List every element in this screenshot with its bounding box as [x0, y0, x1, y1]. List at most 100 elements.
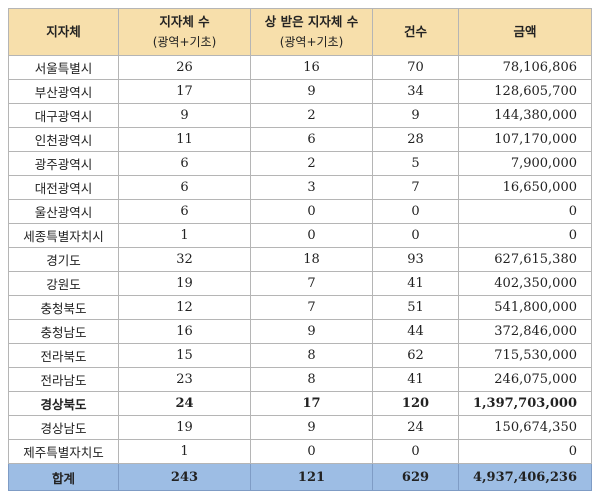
cell-amount: 107,170,000 — [458, 127, 592, 152]
table-row: 대전광역시 6 3 7 16,650,000 — [8, 175, 592, 200]
total-cases: 629 — [372, 463, 459, 491]
cell-cases: 51 — [372, 295, 459, 320]
cell-region: 울산광역시 — [8, 199, 119, 224]
cell-cases: 41 — [372, 271, 459, 296]
cell-awarded: 9 — [250, 319, 373, 344]
cell-region: 충청남도 — [8, 319, 119, 344]
cell-count: 32 — [118, 247, 251, 272]
cell-count: 6 — [118, 151, 251, 176]
header-count-sub: (광역+기초) — [152, 35, 217, 49]
cell-cases: 5 — [372, 151, 459, 176]
cell-cases: 0 — [372, 439, 459, 464]
cell-amount: 144,380,000 — [458, 103, 592, 128]
table-row: 제주특별자치도 1 0 0 0 — [8, 439, 592, 464]
table-row: 전라북도 15 8 62 715,530,000 — [8, 343, 592, 368]
table-row: 전라남도 23 8 41 246,075,000 — [8, 367, 592, 392]
cell-count: 12 — [118, 295, 251, 320]
header-count: 지자체 수 (광역+기초) — [118, 8, 251, 56]
table-row: 부산광역시 17 9 34 128,605,700 — [8, 79, 592, 104]
header-awarded-sub: (광역+기초) — [279, 35, 344, 49]
cell-amount: 16,650,000 — [458, 175, 592, 200]
cell-awarded: 0 — [250, 199, 373, 224]
cell-cases: 34 — [372, 79, 459, 104]
total-amount: 4,937,406,236 — [458, 463, 592, 491]
cell-cases: 93 — [372, 247, 459, 272]
total-label: 합계 — [8, 463, 119, 491]
cell-cases: 24 — [372, 415, 459, 440]
cell-cases: 62 — [372, 343, 459, 368]
cell-cases: 7 — [372, 175, 459, 200]
cell-cases: 70 — [372, 55, 459, 80]
cell-amount: 715,530,000 — [458, 343, 592, 368]
cell-count: 6 — [118, 199, 251, 224]
table-row: 경기도 32 18 93 627,615,380 — [8, 247, 592, 272]
cell-amount: 1,397,703,000 — [458, 391, 592, 416]
header-awarded-label: 상 받은 지자체 수 — [264, 14, 359, 29]
table-row: 경상남도 19 9 24 150,674,350 — [8, 415, 592, 440]
cell-awarded: 0 — [250, 439, 373, 464]
total-row: 합계 243 121 629 4,937,406,236 — [8, 463, 592, 491]
cell-awarded: 7 — [250, 271, 373, 296]
cell-amount: 0 — [458, 199, 592, 224]
cell-count: 9 — [118, 103, 251, 128]
cell-count: 26 — [118, 55, 251, 80]
cell-amount: 7,900,000 — [458, 151, 592, 176]
header-row: 지자체 지자체 수 (광역+기초) 상 받은 지자체 수 (광역+기초) 건수 금액 — [8, 8, 592, 56]
cell-region: 경상남도 — [8, 415, 119, 440]
cell-cases: 0 — [372, 199, 459, 224]
cell-amount: 541,800,000 — [458, 295, 592, 320]
cell-amount: 627,615,380 — [458, 247, 592, 272]
cell-amount: 128,605,700 — [458, 79, 592, 104]
cell-amount: 372,846,000 — [458, 319, 592, 344]
cell-awarded: 18 — [250, 247, 373, 272]
table-row: 서울특별시 26 16 70 78,106,806 — [8, 55, 592, 80]
cell-region: 광주광역시 — [8, 151, 119, 176]
cell-region: 대전광역시 — [8, 175, 119, 200]
table-row: 강원도 19 7 41 402,350,000 — [8, 271, 592, 296]
header-region: 지자체 — [8, 8, 119, 56]
cell-region: 대구광역시 — [8, 103, 119, 128]
cell-region: 강원도 — [8, 271, 119, 296]
cell-region: 경상북도 — [8, 391, 119, 416]
cell-awarded: 17 — [250, 391, 373, 416]
cell-awarded: 2 — [250, 103, 373, 128]
table-row: 울산광역시 6 0 0 0 — [8, 199, 592, 224]
table-row: 인천광역시 11 6 28 107,170,000 — [8, 127, 592, 152]
cell-count: 15 — [118, 343, 251, 368]
cell-awarded: 6 — [250, 127, 373, 152]
cell-awarded: 8 — [250, 343, 373, 368]
cell-count: 1 — [118, 223, 251, 248]
cell-count: 19 — [118, 415, 251, 440]
cell-count: 11 — [118, 127, 251, 152]
cell-amount: 0 — [458, 439, 592, 464]
cell-awarded: 3 — [250, 175, 373, 200]
cell-count: 24 — [118, 391, 251, 416]
cell-region: 충청북도 — [8, 295, 119, 320]
cell-cases: 0 — [372, 223, 459, 248]
cell-cases: 44 — [372, 319, 459, 344]
cell-region: 제주특별자치도 — [8, 439, 119, 464]
table-row: 광주광역시 6 2 5 7,900,000 — [8, 151, 592, 176]
cell-awarded: 9 — [250, 79, 373, 104]
awards-table: 지자체 지자체 수 (광역+기초) 상 받은 지자체 수 (광역+기초) 건수 금액… — [8, 8, 592, 491]
cell-cases: 120 — [372, 391, 459, 416]
cell-region: 서울특별시 — [8, 55, 119, 80]
total-awarded: 121 — [250, 463, 373, 491]
header-amount: 금액 — [458, 8, 592, 56]
table-row: 대구광역시 9 2 9 144,380,000 — [8, 103, 592, 128]
cell-count: 19 — [118, 271, 251, 296]
cell-count: 17 — [118, 79, 251, 104]
cell-count: 23 — [118, 367, 251, 392]
cell-awarded: 2 — [250, 151, 373, 176]
cell-amount: 78,106,806 — [458, 55, 592, 80]
cell-amount: 402,350,000 — [458, 271, 592, 296]
cell-region: 경기도 — [8, 247, 119, 272]
header-count-label: 지자체 수 — [159, 14, 210, 29]
table-row: 충청북도 12 7 51 541,800,000 — [8, 295, 592, 320]
cell-region: 부산광역시 — [8, 79, 119, 104]
cell-region: 인천광역시 — [8, 127, 119, 152]
table-row: 세종특별자치시 1 0 0 0 — [8, 223, 592, 248]
cell-awarded: 9 — [250, 415, 373, 440]
cell-awarded: 0 — [250, 223, 373, 248]
cell-awarded: 7 — [250, 295, 373, 320]
